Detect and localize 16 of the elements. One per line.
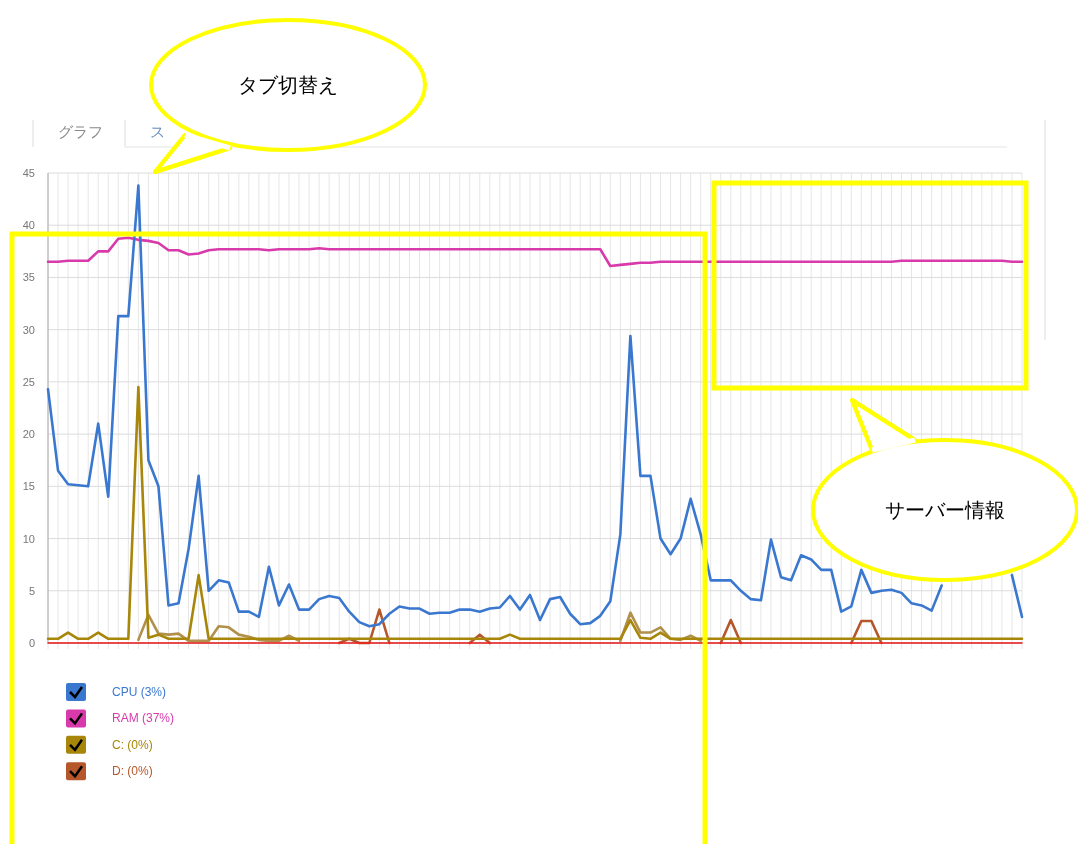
legend-label: D: (0%)	[112, 764, 153, 779]
y-tick-label: 20	[22, 428, 35, 441]
y-tick-label: 30	[22, 323, 35, 336]
y-tick-label: 35	[22, 271, 35, 284]
y-tick-label: 40	[22, 219, 35, 232]
legend-label: CPU (3%)	[112, 685, 167, 699]
y-tick-label: 5	[28, 584, 35, 597]
y-tick-label: 10	[22, 532, 35, 545]
y-tick-label: 15	[22, 480, 35, 493]
legend-label: C: (0%)	[112, 737, 153, 752]
y-tick-label: 0	[28, 637, 35, 649]
y-tick-label: 25	[22, 375, 35, 388]
annotation: サーバー情報	[885, 499, 1005, 521]
y-tick-label: 45	[22, 167, 35, 179]
legend-label: RAM (37%)	[112, 711, 175, 726]
text: タブ切替え	[238, 74, 338, 96]
